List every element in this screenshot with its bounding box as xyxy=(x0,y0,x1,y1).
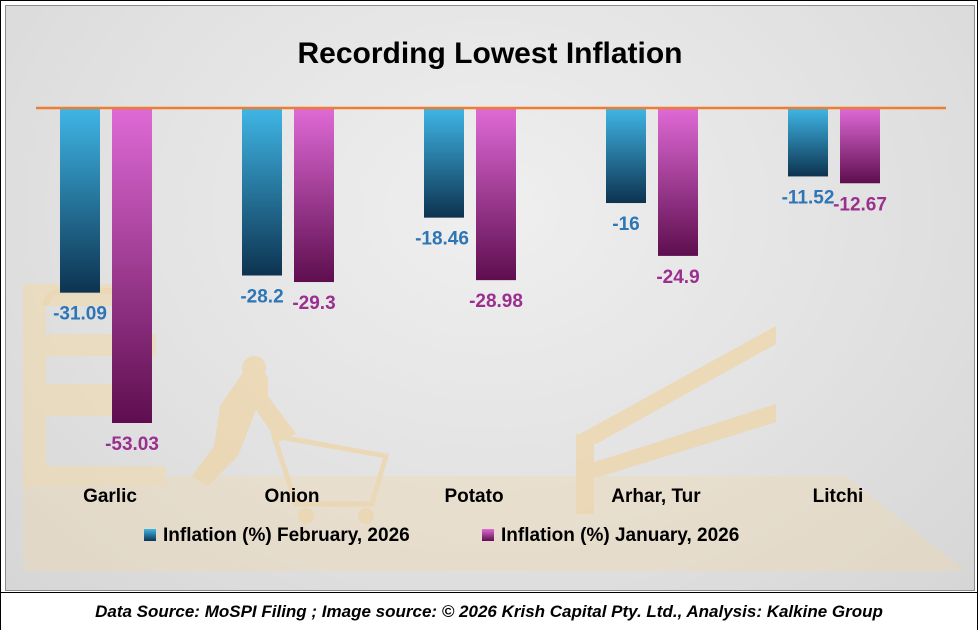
category-label: Onion xyxy=(265,486,320,507)
category-labels-group: Garlic Onion Potato Arhar, Tur Litchi xyxy=(83,486,863,507)
bar-onion-series-2 xyxy=(294,108,334,283)
value-label: -11.52 xyxy=(782,187,835,208)
bar-garlic-series-2 xyxy=(112,108,152,423)
bar-garlic-series-1 xyxy=(60,108,100,293)
bar-chart: Recording Lowest Inflation -31.09-53.03-… xyxy=(23,37,966,571)
legend-swatch xyxy=(482,529,494,541)
value-label: -29.3 xyxy=(292,293,335,314)
chart-panel: Recording Lowest Inflation -31.09 -53.03-… xyxy=(5,5,975,591)
bar-litchi-series-1 xyxy=(788,108,828,177)
value-label: -53.03 xyxy=(105,434,159,455)
bar-arhar-tur-series-1 xyxy=(606,108,646,204)
bar-potato-series-2 xyxy=(476,108,516,281)
category-label: Garlic xyxy=(83,486,137,507)
legend-label: Inflation (%) February, 2026 xyxy=(163,525,410,546)
category-label: Potato xyxy=(444,486,503,507)
value-labels-group: -31.09 -53.03 -28.2 -29.3 -18.46 -28.98 -16 -24… xyxy=(53,187,887,455)
background-illustration xyxy=(23,284,966,571)
category-label: Arhar, Tur xyxy=(611,486,701,507)
value-label: -18.46 xyxy=(415,229,469,250)
legend-swatch xyxy=(144,529,156,541)
value-label: -28.2 xyxy=(240,287,283,308)
category-label: Litchi xyxy=(813,486,864,507)
value-label: -24.9 xyxy=(656,267,699,288)
value-label: -16 xyxy=(612,214,639,235)
bars-group xyxy=(60,108,880,423)
value-label: -12.67 xyxy=(833,194,887,215)
legend-label: Inflation (%) January, 2026 xyxy=(501,525,739,546)
value-label: -28.98 xyxy=(469,291,523,312)
chart-title: Recording Lowest Inflation xyxy=(297,37,682,70)
bar-arhar-tur-series-2 xyxy=(658,108,698,256)
bar-onion-series-1 xyxy=(242,108,282,276)
value-label: -31.09 xyxy=(53,304,107,325)
bar-litchi-series-2 xyxy=(840,108,880,184)
bar-potato-series-1 xyxy=(424,108,464,218)
source-footer: Data Source: MoSPI Filing ; Image source… xyxy=(1,592,977,630)
legend: Inflation (%) February, 2026 Inflation (%… xyxy=(144,525,739,546)
